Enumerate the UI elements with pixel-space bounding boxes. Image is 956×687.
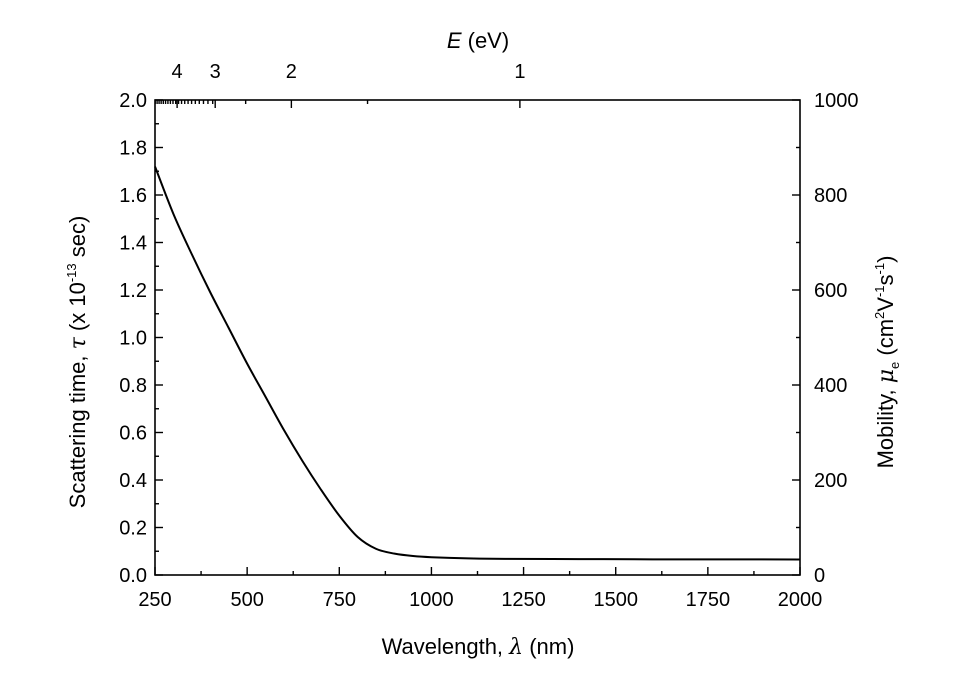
y-tick-label: 1.0 bbox=[119, 328, 147, 350]
x-tick-label: 1250 bbox=[501, 589, 546, 611]
y2-tick-label: 800 bbox=[814, 185, 847, 207]
x-tick-label: 500 bbox=[230, 589, 263, 611]
tick-labels: 250 500 750 1000 1250 1500 1750 20000.00.20.40.… bbox=[119, 61, 858, 611]
y-tick-label: 0.4 bbox=[119, 470, 147, 492]
y2-tick-label: 0 bbox=[814, 565, 825, 587]
top-axis-title: E (eV) bbox=[447, 28, 509, 53]
y-tick-label: 1.8 bbox=[119, 138, 147, 160]
y2-tick-label: 600 bbox=[814, 280, 847, 302]
top-tick-label: 4 bbox=[172, 61, 183, 83]
y-axis-title: Scattering time, τ (x 10-13 sec) bbox=[64, 216, 91, 509]
top-tick-label: 2 bbox=[286, 61, 297, 83]
y2-tick-label: 1000 bbox=[814, 90, 859, 112]
x-tick-label: 2000 bbox=[778, 589, 823, 611]
y-tick-label: 0.0 bbox=[119, 565, 147, 587]
y-tick-label: 1.6 bbox=[119, 185, 147, 207]
top-tick-label: 3 bbox=[210, 61, 221, 83]
y-tick-label: 1.2 bbox=[119, 280, 147, 302]
scattering-time-line bbox=[154, 166, 801, 561]
y2-tick-label: 200 bbox=[814, 470, 847, 492]
x-tick-label: 250 bbox=[138, 589, 171, 611]
y-tick-label: 1.4 bbox=[119, 233, 147, 255]
x-tick-label: 1000 bbox=[409, 589, 454, 611]
plot-frame bbox=[154, 99, 801, 576]
y2-tick-label: 400 bbox=[814, 375, 847, 397]
y-tick-label: 0.8 bbox=[119, 375, 147, 397]
y-tick-label: 0.6 bbox=[119, 423, 147, 445]
y2-axis-title: Mobility, μe (cm2V-1s-1) bbox=[872, 256, 902, 469]
top-tick-label: 1 bbox=[514, 61, 525, 83]
y-tick-label: 2.0 bbox=[119, 90, 147, 112]
y-tick-label: 0.2 bbox=[119, 518, 147, 540]
x-tick-label: 750 bbox=[323, 589, 356, 611]
x-axis-title: Wavelength, λ (nm) bbox=[382, 634, 575, 660]
x-tick-label: 1500 bbox=[593, 589, 638, 611]
x-tick-label: 1750 bbox=[686, 589, 731, 611]
ticks bbox=[154, 99, 801, 576]
